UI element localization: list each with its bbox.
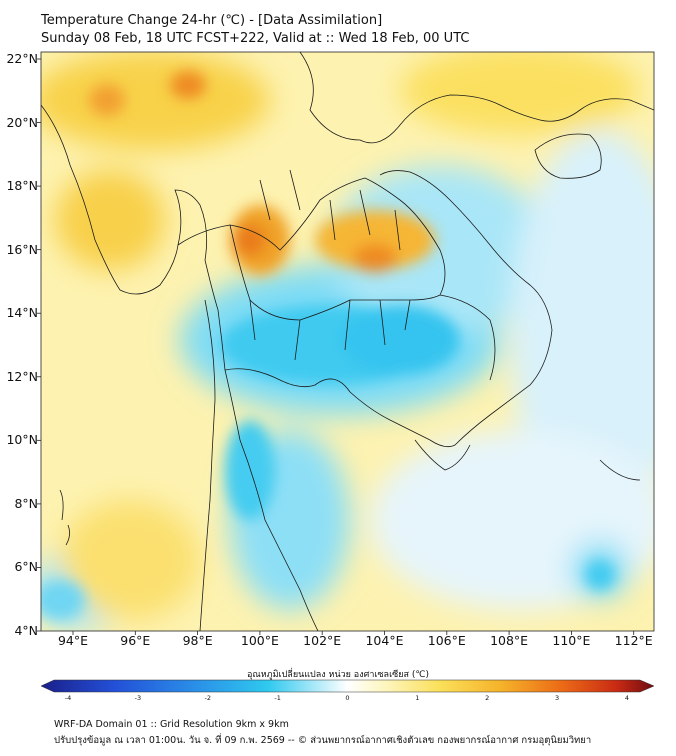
lat-label: 10°N bbox=[6, 432, 38, 448]
colorbar-tick-label: 3 bbox=[555, 694, 560, 702]
lon-label: 110°E bbox=[552, 633, 591, 648]
lon-label: 106°E bbox=[427, 633, 466, 648]
colorbar-title: อุณหภูมิเปลี่ยนแปลง หน่วย องศาเซลเซียส (… bbox=[246, 670, 430, 680]
lon-label: 112°E bbox=[614, 633, 653, 648]
lon-label: 96°E bbox=[120, 633, 151, 648]
colorbar-tick-label: -1 bbox=[274, 694, 281, 702]
lat-label: 20°N bbox=[6, 114, 38, 130]
lon-label: 104°E bbox=[365, 633, 404, 648]
footer-credit: ปรับปรุงข้อมูล ณ เวลา 01:00น. วัน จ. ที่… bbox=[54, 735, 592, 746]
colorbar-tick-label: -2 bbox=[204, 694, 211, 702]
colorbar bbox=[40, 679, 655, 693]
coastline-borders bbox=[41, 52, 654, 631]
lat-label: 6°N bbox=[14, 559, 38, 575]
lat-label: 12°N bbox=[6, 368, 38, 384]
lat-label: 16°N bbox=[6, 241, 38, 257]
lon-label: 108°E bbox=[490, 633, 529, 648]
lon-label: 100°E bbox=[240, 633, 279, 648]
title-line-2: Sunday 08 Feb, 18 UTC FCST+222, Valid at… bbox=[41, 31, 470, 46]
lat-label: 4°N bbox=[14, 623, 38, 638]
colorbar-tick-label: 0 bbox=[345, 694, 350, 702]
colorbar-tick-label: -4 bbox=[64, 694, 72, 702]
lat-label: 18°N bbox=[6, 178, 38, 194]
lat-label: 8°N bbox=[14, 495, 38, 511]
lon-label: 94°E bbox=[57, 633, 89, 648]
colorbar-tick-label: -3 bbox=[134, 694, 142, 702]
lat-label: 14°N bbox=[6, 305, 38, 321]
colorbar-tick-label: 1 bbox=[415, 694, 420, 702]
colorbar-tick-label: 4 bbox=[624, 694, 630, 702]
temperature-field bbox=[41, 52, 654, 631]
lon-label: 102°E bbox=[303, 633, 342, 648]
footer-model-info: WRF-DA Domain 01 :: Grid Resolution 9km … bbox=[54, 719, 289, 730]
chart-title: Temperature Change 24-hr (℃) - [Data Ass… bbox=[41, 12, 469, 48]
colorbar-tick-label: 2 bbox=[485, 694, 490, 702]
lat-label: 22°N bbox=[6, 51, 38, 66]
plot-frame bbox=[40, 51, 655, 632]
title-line-1: Temperature Change 24-hr (℃) - [Data Ass… bbox=[41, 13, 383, 28]
lon-label: 98°E bbox=[182, 633, 213, 648]
